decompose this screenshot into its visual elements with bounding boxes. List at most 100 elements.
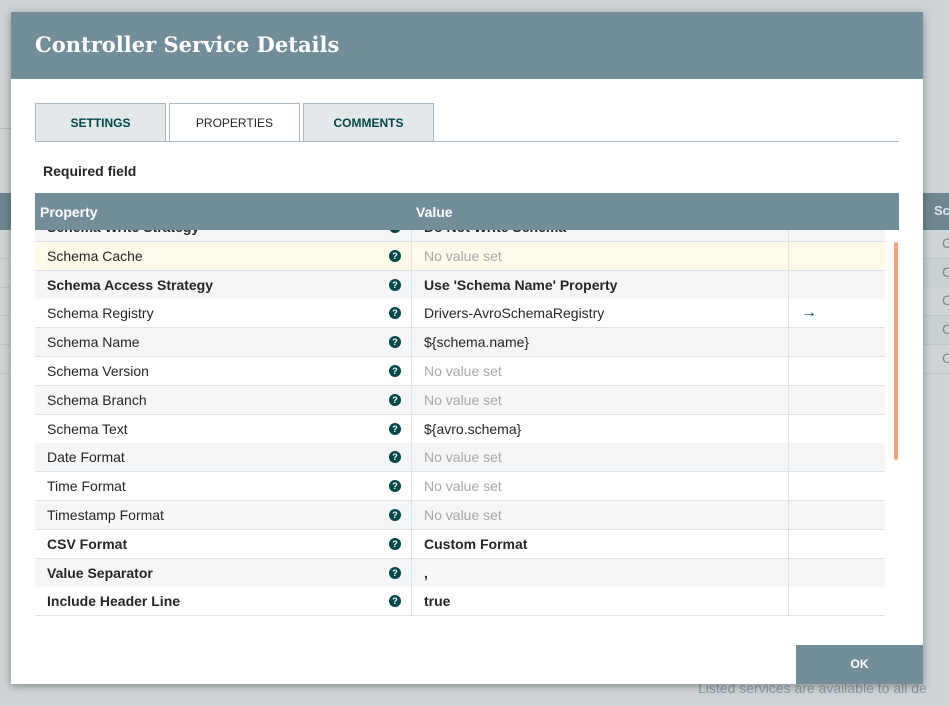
bg-line <box>0 128 11 129</box>
column-divider <box>411 414 412 443</box>
property-row[interactable]: Schema Version? No value set <box>35 357 885 386</box>
property-row[interactable]: Date Format? No value set <box>35 443 885 473</box>
property-value[interactable]: , <box>424 564 428 581</box>
help-icon[interactable]: ? <box>389 230 401 233</box>
bg-row <box>923 258 949 288</box>
go-to-service-icon[interactable]: → <box>801 304 817 322</box>
bg-row-text: C <box>942 263 949 280</box>
property-value[interactable]: No value set <box>424 507 502 523</box>
property-value[interactable]: No value set <box>424 247 502 264</box>
property-value[interactable]: ${schema.name} <box>424 334 530 351</box>
property-value[interactable]: ${avro.schema} <box>424 420 522 437</box>
bg-row <box>923 230 949 259</box>
help-icon[interactable]: ? <box>389 307 401 320</box>
bg-row <box>923 287 949 317</box>
property-name: Schema Name <box>47 334 140 351</box>
bg-row <box>923 316 949 346</box>
tab[interactable]: SETTINGS <box>35 103 166 142</box>
column-divider <box>788 230 789 241</box>
help-icon[interactable]: ? <box>389 365 401 377</box>
help-icon[interactable]: ? <box>389 509 401 521</box>
bg-row <box>0 259 11 288</box>
help-icon[interactable]: ? <box>389 336 401 349</box>
help-icon[interactable]: ? <box>389 422 401 435</box>
property-name: Date Format <box>47 449 125 466</box>
property-value[interactable]: Use 'Schema Name' Property <box>424 276 618 293</box>
column-divider <box>788 529 789 558</box>
property-value[interactable]: Drivers-AvroSchemaRegistry <box>424 305 605 322</box>
help-icon[interactable]: ? <box>389 249 401 262</box>
tab[interactable]: PROPERTIES <box>169 103 300 143</box>
property-row[interactable]: Timestamp Format? No value set <box>35 501 885 530</box>
property-name: Timestamp Format <box>47 507 164 523</box>
bg-header-text: Sc <box>934 203 949 218</box>
bg-table-header: Sc <box>923 193 949 230</box>
property-value[interactable]: No value set <box>424 363 502 379</box>
property-row[interactable]: Value Separator?, <box>35 558 885 588</box>
help-icon[interactable]: ? <box>389 480 401 493</box>
column-divider <box>788 385 789 414</box>
required-label: Required field <box>43 163 137 179</box>
column-divider <box>411 443 412 472</box>
column-divider <box>411 328 412 357</box>
property-name: Schema Write Strategy <box>47 230 199 241</box>
column-divider <box>788 414 789 443</box>
help-icon[interactable]: ? <box>389 278 401 291</box>
help-icon[interactable]: ? <box>389 537 401 550</box>
dialog-title: Controller Service Details <box>35 32 340 57</box>
column-divider <box>411 230 412 241</box>
column-divider <box>411 558 412 587</box>
column-divider <box>788 270 789 299</box>
bg-row <box>0 287 11 317</box>
bg-row-text: C <box>942 321 949 338</box>
property-name: Value Separator <box>47 564 153 581</box>
column-divider <box>411 529 412 558</box>
column-header: Property <box>40 204 98 220</box>
column-divider <box>788 472 789 501</box>
property-value[interactable]: No value set <box>424 391 502 408</box>
column-divider <box>788 299 789 328</box>
table-body: Schema Write Strategy? Do Not Write Schem… <box>35 230 886 620</box>
column-divider <box>788 501 789 529</box>
table-header: Property Value <box>35 193 899 230</box>
bg-row-text: C <box>942 235 949 251</box>
property-value[interactable]: No value set <box>424 478 502 495</box>
bg-row-text: C <box>942 292 949 309</box>
property-value[interactable]: Do Not Write Schema <box>424 230 566 241</box>
property-name: Schema Version <box>47 363 149 379</box>
scrollbar[interactable] <box>894 242 898 460</box>
property-name: Schema Cache <box>47 247 143 264</box>
property-row[interactable]: Schema Branch? No value set <box>35 385 885 415</box>
bg-row <box>0 230 11 259</box>
property-value[interactable]: No value set <box>424 449 502 466</box>
column-divider <box>411 357 412 385</box>
property-value[interactable]: true <box>424 593 451 610</box>
bg-row <box>923 344 949 374</box>
ok-button[interactable]: OK <box>796 645 923 684</box>
property-row[interactable]: Schema Write Strategy? Do Not Write Schem… <box>35 230 885 242</box>
property-row[interactable]: Time Format? No value set <box>35 472 885 502</box>
column-divider <box>411 501 412 529</box>
property-name: Time Format <box>47 478 126 495</box>
column-divider <box>788 558 789 587</box>
property-row[interactable]: Schema Registry? Drivers-AvroSchemaRegist… <box>35 299 885 329</box>
column-header: Value <box>416 204 453 220</box>
help-icon[interactable]: ? <box>389 451 401 464</box>
property-row[interactable]: CSV Format? Custom Format <box>35 529 885 559</box>
tab[interactable]: COMMENTS <box>303 103 434 142</box>
column-divider <box>411 472 412 501</box>
help-icon[interactable]: ? <box>389 595 401 608</box>
property-row[interactable]: Schema Name? ${schema.name} <box>35 328 885 358</box>
bg-row <box>0 345 11 374</box>
property-row[interactable]: Schema Access Strategy? Use 'Schema Name'… <box>35 270 885 300</box>
property-row[interactable]: Schema Text? ${avro.schema} <box>35 414 885 444</box>
property-row[interactable]: Schema Cache? No value set <box>35 241 885 271</box>
column-divider <box>788 587 789 616</box>
property-row[interactable]: Include Header Line? true <box>35 587 885 617</box>
help-icon[interactable]: ? <box>389 393 401 406</box>
property-name: Schema Access Strategy <box>47 276 214 293</box>
help-icon[interactable]: ? <box>389 566 401 579</box>
property-value[interactable]: Custom Format <box>424 535 528 552</box>
property-name: CSV Format <box>47 535 128 552</box>
